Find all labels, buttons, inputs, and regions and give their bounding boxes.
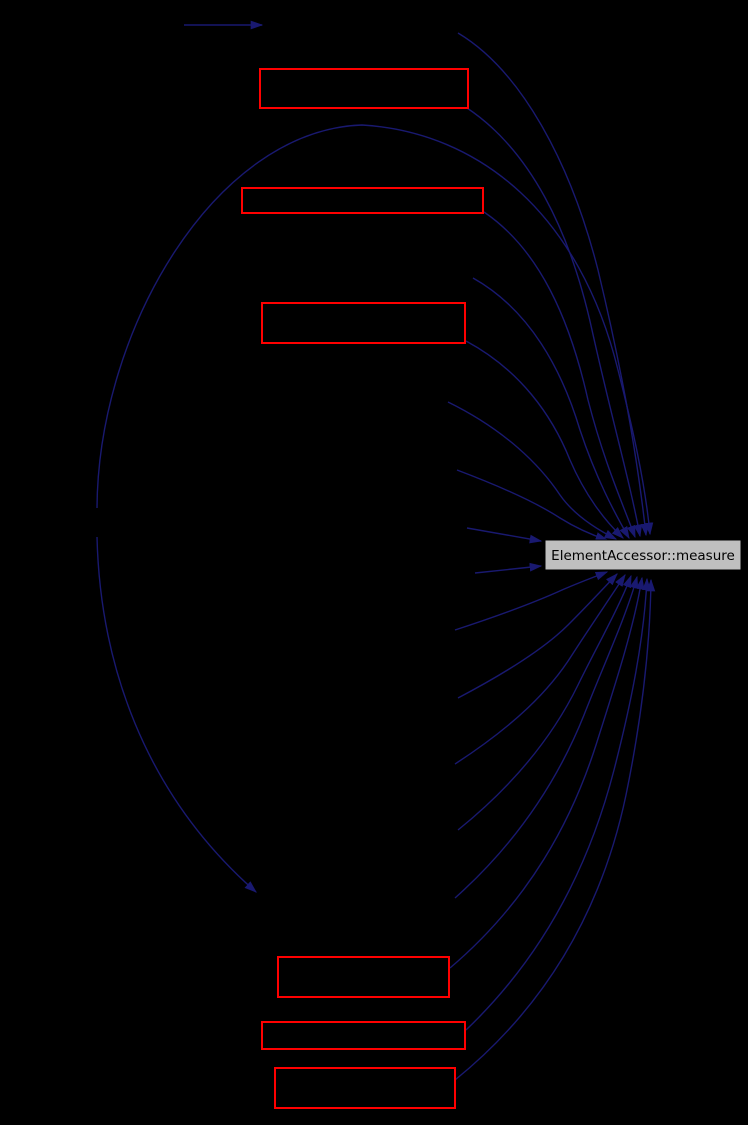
- edge-red-node-4: [449, 576, 645, 969]
- edge-red-node-6: [454, 578, 656, 1081]
- edge-hidden-830: [457, 574, 632, 831]
- edge-hidden-528: [466, 527, 543, 544]
- edge-hidden-698: [457, 573, 618, 699]
- edge-hidden-630: [454, 571, 609, 631]
- center-node: ElementAccessor::measure: [544, 539, 742, 571]
- center-node-box: [544, 539, 742, 571]
- edge-hidden-470: [456, 469, 609, 541]
- truncated-node-1[interactable]: [259, 68, 469, 109]
- truncated-node-3[interactable]: [261, 302, 466, 344]
- edge-hidden-764: [454, 573, 626, 765]
- edge-red-node-5: [465, 577, 651, 1031]
- edge-red-node-2: [483, 211, 636, 539]
- edge-red-node-3: [465, 340, 624, 539]
- truncated-node-2[interactable]: [241, 187, 484, 214]
- edge-hidden-278: [472, 277, 630, 540]
- center-node-label: ElementAccessor::measure: [551, 548, 735, 564]
- edge-hidden-573: [474, 562, 543, 574]
- edge-top-node: [457, 32, 650, 537]
- truncated-node-5[interactable]: [261, 1021, 466, 1050]
- edge-hidden-402: [447, 401, 618, 540]
- truncated-node-4[interactable]: [277, 956, 450, 998]
- edge-bottom-node: [454, 575, 639, 899]
- edge-red-node-1: [466, 107, 643, 538]
- truncated-node-6[interactable]: [274, 1067, 456, 1109]
- edge-left-arc-to-bottom-node: [96, 536, 257, 893]
